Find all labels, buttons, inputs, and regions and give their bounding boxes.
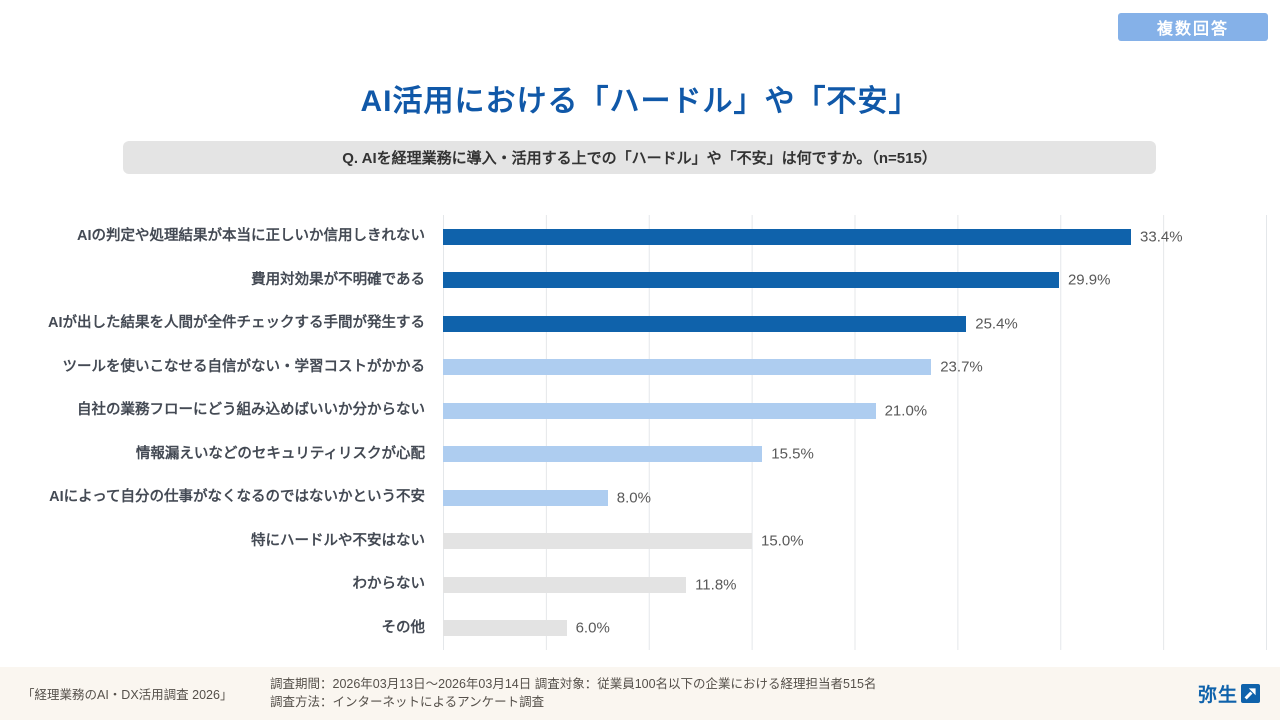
category-label: その他: [381, 619, 426, 636]
chart-row: 費用対効果が不明確である 29.9%: [0, 259, 1280, 303]
category-label: AIによって自分の仕事がなくなるのではないかという不安: [49, 489, 425, 506]
survey-detail-line2: 調査方法：インターネットによるアンケート調査: [270, 694, 545, 709]
value-label: 29.9%: [1067, 271, 1111, 289]
bar-track: 29.9%: [443, 259, 1267, 303]
bar: [443, 446, 763, 463]
bar: [443, 272, 1059, 289]
bar-track: 8.0%: [443, 476, 1267, 520]
value-label: 15.5%: [771, 445, 814, 463]
value-label: 25.4%: [975, 315, 1018, 333]
bar-chart: AIの判定や処理結果が本当に正しいか信用しきれない 33.4% 費用対効果が不明確で…: [0, 215, 1280, 650]
bar-track: 25.4%: [443, 302, 1267, 346]
footer: 「経理業務のAI・DX活用調査 2026」 調査期間：2026年03月13日～2…: [0, 667, 1280, 720]
category-label: 情報漏えいなどのセキュリティリスクが心配: [135, 445, 425, 462]
bar: [443, 315, 967, 332]
bar: [443, 402, 876, 419]
survey-details: 調査期間：2026年03月13日～2026年03月14日 調査対象：従業員100…: [270, 676, 1198, 711]
value-label: 21.0%: [884, 402, 928, 420]
bar-track: 6.0%: [443, 607, 1267, 651]
bar-track: 11.8%: [443, 563, 1267, 607]
value-label: 8.0%: [616, 489, 651, 507]
bar: [443, 489, 608, 506]
category-label: AIが出した結果を人間が全件チェックする手間が発生する: [48, 315, 425, 332]
chart-row: 情報漏えいなどのセキュリティリスクが心配 15.5%: [0, 433, 1280, 477]
multiple-answer-badge: 複数回答: [1118, 13, 1268, 41]
bar-track: 23.7%: [443, 346, 1267, 390]
value-label: 33.4%: [1140, 228, 1183, 246]
chart-row: AIが出した結果を人間が全件チェックする手間が発生する 25.4%: [0, 302, 1280, 346]
category-label: わからない: [352, 576, 426, 593]
chart-row: ツールを使いこなせる自信がない・学習コストがかかる 23.7%: [0, 346, 1280, 390]
yayoi-logo: 弥生: [1198, 680, 1260, 707]
chart-row: AIによって自分の仕事がなくなるのではないかという不安 8.0%: [0, 476, 1280, 520]
chart-row: 自社の業務フローにどう組み込めばいいか分からない 21.0%: [0, 389, 1280, 433]
bar-track: 15.0%: [443, 520, 1267, 564]
bar: [443, 228, 1132, 245]
category-label: 特にハードルや不安はない: [251, 532, 425, 549]
chart-rows: AIの判定や処理結果が本当に正しいか信用しきれない 33.4% 費用対効果が不明確で…: [0, 215, 1280, 650]
bar-track: 15.5%: [443, 433, 1267, 477]
bar: [443, 359, 932, 376]
chart-row: AIの判定や処理結果が本当に正しいか信用しきれない 33.4%: [0, 215, 1280, 259]
bar-track: 33.4%: [443, 215, 1267, 259]
category-label: 自社の業務フローにどう組み込めばいいか分からない: [77, 402, 425, 419]
chart-row: その他 6.0%: [0, 607, 1280, 651]
yayoi-arrow-icon: [1241, 684, 1260, 703]
yayoi-logo-text: 弥生: [1197, 685, 1238, 706]
value-label: 11.8%: [695, 576, 737, 594]
bar: [443, 576, 687, 593]
question-banner: Q. AIを経理業務に導入・活用する上での「ハードル」や「不安」は何ですか。（n…: [123, 141, 1156, 174]
value-label: 23.7%: [940, 358, 983, 376]
category-label: 費用対効果が不明確である: [251, 271, 425, 288]
bar: [443, 620, 567, 637]
survey-source: 「経理業務のAI・DX活用調査 2026」: [22, 688, 233, 702]
page-title: AI活用における「ハードル」や「不安」: [360, 85, 920, 118]
value-label: 15.0%: [761, 532, 804, 550]
survey-detail-line1: 調査期間：2026年03月13日～2026年03月14日 調査対象：従業員100…: [270, 677, 877, 691]
chart-row: 特にハードルや不安はない 15.0%: [0, 520, 1280, 564]
bar: [443, 533, 752, 550]
multiple-answer-badge-label: 複数回答: [1156, 21, 1229, 38]
value-label: 6.0%: [575, 619, 610, 637]
question-text: Q. AIを経理業務に導入・活用する上での「ハードル」や「不安」は何ですか。（n…: [342, 150, 937, 167]
category-label: AIの判定や処理結果が本当に正しいか信用しきれない: [77, 228, 425, 245]
category-label: ツールを使いこなせる自信がない・学習コストがかかる: [62, 358, 426, 375]
bar-track: 21.0%: [443, 389, 1267, 433]
chart-row: わからない 11.8%: [0, 563, 1280, 607]
